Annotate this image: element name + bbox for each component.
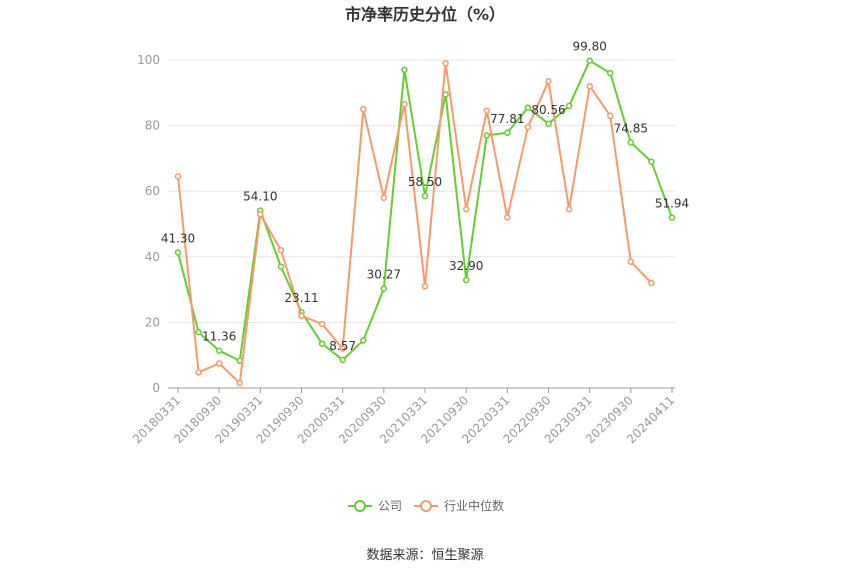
data-point[interactable] (483, 107, 491, 115)
data-point[interactable] (565, 102, 573, 110)
data-point[interactable] (339, 345, 346, 352)
data-label: 58.50 (408, 175, 442, 189)
data-label: 99.80 (572, 40, 606, 54)
data-point[interactable] (462, 276, 470, 284)
legend-item-company[interactable]: 公司 (348, 499, 402, 513)
data-point[interactable] (524, 123, 532, 131)
data-point[interactable] (483, 132, 491, 139)
data-label: 80.56 (531, 103, 565, 117)
data-point[interactable] (586, 82, 593, 90)
data-point[interactable] (380, 285, 388, 292)
data-point[interactable] (421, 283, 429, 290)
data-point[interactable] (380, 194, 388, 202)
data-point[interactable] (504, 214, 511, 221)
data-label: 54.10 (243, 190, 277, 204)
chart-title: 市净率历史分位（%） (345, 5, 505, 24)
data-label: 77.81 (490, 112, 524, 126)
data-point[interactable] (627, 139, 635, 146)
y-tick-label: 100 (137, 53, 160, 67)
legend-label: 公司 (378, 499, 402, 513)
data-point[interactable] (545, 78, 552, 85)
grid-lines (168, 59, 675, 323)
data-point[interactable] (174, 249, 182, 256)
data-point[interactable] (318, 340, 326, 347)
legend-marker-icon (420, 500, 432, 512)
data-point[interactable] (524, 104, 532, 111)
data-point[interactable] (360, 105, 367, 113)
data-label: 8.57 (329, 339, 356, 353)
data-point[interactable] (215, 360, 223, 367)
series-line-company (177, 59, 673, 362)
legend[interactable]: 公司 行业中位数 (348, 498, 504, 513)
data-point[interactable] (462, 205, 470, 213)
data-point[interactable] (648, 158, 655, 165)
data-point[interactable] (565, 205, 573, 213)
data-point[interactable] (401, 66, 408, 74)
data-point[interactable] (442, 60, 449, 67)
data-point[interactable] (195, 328, 202, 336)
y-tick-label: 40 (145, 250, 160, 264)
data-labels: 41.30 11.36 54.10 23.11 8.57 30.27 58.50 32.90 7… (161, 40, 689, 353)
data-point[interactable] (360, 337, 367, 344)
y-tick-label: 60 (145, 184, 160, 198)
data-point[interactable] (174, 173, 182, 180)
y-tick-label: 20 (145, 315, 160, 329)
data-point[interactable] (339, 356, 346, 364)
data-point[interactable] (627, 258, 635, 265)
data-point[interactable] (236, 379, 244, 387)
data-point[interactable] (607, 112, 614, 120)
data-point[interactable] (504, 129, 511, 137)
legend-item-industry-median[interactable]: 行业中位数 (414, 498, 504, 513)
legend-label: 行业中位数 (444, 498, 504, 513)
data-point[interactable] (421, 192, 429, 200)
data-point[interactable] (215, 347, 223, 354)
legend-marker-icon (354, 500, 366, 512)
source-note: 数据来源：恒生聚源 (366, 548, 483, 563)
series-layer (174, 57, 676, 387)
data-point[interactable] (648, 279, 655, 287)
data-label: 41.30 (161, 232, 195, 246)
data-label: 74.85 (614, 121, 648, 135)
data-point[interactable] (401, 101, 408, 108)
data-label: 30.27 (367, 268, 401, 282)
data-point[interactable] (257, 210, 264, 218)
data-point[interactable] (298, 312, 305, 320)
y-tick-label: 0 (152, 381, 160, 395)
data-label: 23.11 (284, 291, 318, 305)
data-point[interactable] (545, 120, 552, 128)
data-point[interactable] (277, 263, 285, 270)
y-tick-label: 80 (145, 119, 160, 133)
data-point[interactable] (318, 320, 326, 328)
data-point[interactable] (277, 246, 285, 254)
data-point[interactable] (195, 369, 202, 376)
series-line-industry-median (177, 62, 653, 385)
data-label: 32.90 (449, 259, 483, 273)
data-point[interactable] (607, 69, 614, 77)
data-label: 11.36 (202, 330, 236, 344)
data-point[interactable] (668, 214, 676, 221)
data-point[interactable] (586, 57, 593, 64)
data-label: 51.94 (655, 197, 689, 211)
